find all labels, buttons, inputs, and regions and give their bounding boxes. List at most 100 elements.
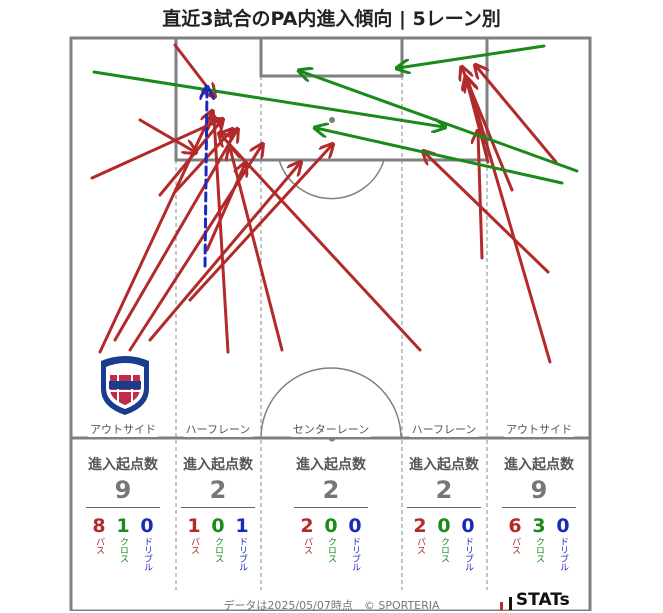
- lane-entry-heading: 進入起点数: [88, 457, 158, 473]
- cross-count-cell: 3 クロス: [530, 515, 549, 571]
- cross-count-cell: 1 クロス: [114, 515, 133, 571]
- lane-divider-rule: [86, 507, 160, 508]
- pass-count: 2: [413, 515, 427, 537]
- cross-count: 0: [437, 515, 451, 537]
- lane-divider-rule: [502, 507, 576, 508]
- dribble-count-cell: 0 ドリブル: [554, 515, 573, 571]
- lane-divider-rule: [407, 507, 481, 508]
- page-title: 直近3試合のPA内進入傾向 | 5レーン別: [162, 8, 501, 30]
- dribble-count: 0: [348, 515, 362, 537]
- dribble-count: 0: [556, 515, 570, 537]
- dribble-count-cell: 0 ドリブル: [346, 515, 365, 571]
- pass-count-cell: 8 パス: [90, 515, 109, 571]
- cross-count-cell: 0 クロス: [322, 515, 341, 571]
- pass-label: パス: [94, 537, 104, 554]
- dribble-label: ドリブル: [142, 537, 152, 571]
- pass-label: パス: [302, 537, 312, 554]
- dribble-count: 0: [140, 515, 154, 537]
- pass-arrow-12: [230, 148, 284, 352]
- cross-count: 1: [116, 515, 130, 537]
- lane-label: ハーフレーン: [409, 421, 479, 437]
- center-circle: [260, 367, 402, 439]
- lane-breakdown: 2 パス 0 クロス 0 ドリブル: [298, 515, 365, 571]
- cross-arrow-20: [92, 70, 444, 127]
- pass-count-cell: 2 パス: [298, 515, 317, 571]
- footer-note: データは2025/05/07時点 © SPORTERIA: [223, 599, 440, 612]
- pass-arrow-11: [205, 164, 245, 252]
- pass-arrow-10: [214, 118, 230, 354]
- cross-count: 3: [532, 515, 546, 537]
- arrow-layer: [90, 43, 579, 364]
- pass-arrow-16: [478, 132, 482, 260]
- penalty-arc: [278, 159, 385, 200]
- dribble-label: ドリブル: [350, 537, 360, 571]
- cross-arrow-21: [398, 44, 546, 68]
- team-crest-logo: [101, 356, 149, 415]
- pass-arrow-13: [220, 134, 422, 352]
- cross-count-cell: 0 クロス: [435, 515, 454, 571]
- pass-label: パス: [189, 537, 199, 554]
- pass-count: 6: [508, 515, 522, 537]
- lane-entry-heading: 進入起点数: [409, 457, 479, 473]
- pass-count-cell: 2 パス: [411, 515, 430, 571]
- goal-area: [259, 36, 404, 78]
- dribble-label: ドリブル: [463, 537, 473, 571]
- pass-count: 8: [92, 515, 106, 537]
- lane-divider-rule: [181, 507, 255, 508]
- lane-label: ハーフレーン: [183, 421, 253, 437]
- pass-arrow-18: [476, 66, 558, 164]
- lane-entry-total: 9: [530, 476, 548, 504]
- dribble-label: ドリブル: [237, 537, 247, 571]
- pass-arrow-4: [188, 145, 332, 302]
- lane-breakdown: 1 パス 0 クロス 1 ドリブル: [185, 515, 252, 571]
- lane-breakdown: 8 パス 1 クロス 0 ドリブル: [90, 515, 157, 571]
- cross-count: 0: [211, 515, 225, 537]
- dribble-count: 1: [235, 515, 249, 537]
- pass-count-cell: 6 パス: [506, 515, 525, 571]
- cross-arrow-22: [300, 71, 579, 173]
- penalty-spot: [329, 117, 335, 123]
- dribble-count: 0: [461, 515, 475, 537]
- cross-arrow-23: [316, 128, 564, 185]
- pass-count: 1: [187, 515, 201, 537]
- lane-entry-total: 9: [114, 476, 132, 504]
- lane-entry-total: 2: [435, 476, 453, 504]
- pass-arrow-19: [466, 78, 490, 164]
- brand-name: STATs: [515, 590, 570, 610]
- cross-count-cell: 0 クロス: [209, 515, 228, 571]
- dribble-count-cell: 1 ドリブル: [233, 515, 252, 571]
- dribble-count-cell: 0 ドリブル: [138, 515, 157, 571]
- pass-count: 2: [300, 515, 314, 537]
- pass-arrow-8: [138, 118, 195, 152]
- dribble-count-cell: 0 ドリブル: [459, 515, 478, 571]
- dribble-arrow-24: [205, 88, 207, 268]
- lane-breakdown: 2 パス 0 クロス 0 ドリブル: [411, 515, 478, 571]
- lane-entry-heading: 進入起点数: [183, 457, 253, 473]
- pass-arrow-14: [424, 152, 550, 274]
- brand-bars-icon: [500, 590, 512, 610]
- cross-label: クロス: [439, 537, 449, 563]
- pass-label: パス: [415, 537, 425, 554]
- lane-label: センターレーン: [290, 421, 372, 437]
- lane-breakdown: 6 パス 3 クロス 0 ドリブル: [506, 515, 573, 571]
- pass-arrow-15: [468, 80, 552, 364]
- brand-logo: STATs: [500, 590, 570, 610]
- pass-count-cell: 1 パス: [185, 515, 204, 571]
- dribble-label: ドリブル: [558, 537, 568, 571]
- lane-dividers: [175, 76, 488, 590]
- lane-label: アウトサイド: [504, 421, 574, 437]
- cross-label: クロス: [326, 537, 336, 563]
- lane-label: アウトサイド: [88, 421, 158, 437]
- cross-label: クロス: [534, 537, 544, 563]
- cross-count: 0: [324, 515, 338, 537]
- pass-arrow-7: [90, 120, 220, 180]
- pass-label: パス: [510, 537, 520, 554]
- pass-arrow-2: [128, 145, 262, 352]
- cross-label: クロス: [118, 537, 128, 563]
- lane-entry-total: 2: [322, 476, 340, 504]
- lane-entry-total: 2: [209, 476, 227, 504]
- lane-entry-heading: 進入起点数: [296, 457, 366, 473]
- pass-arrow-5: [158, 120, 222, 197]
- cross-label: クロス: [213, 537, 223, 563]
